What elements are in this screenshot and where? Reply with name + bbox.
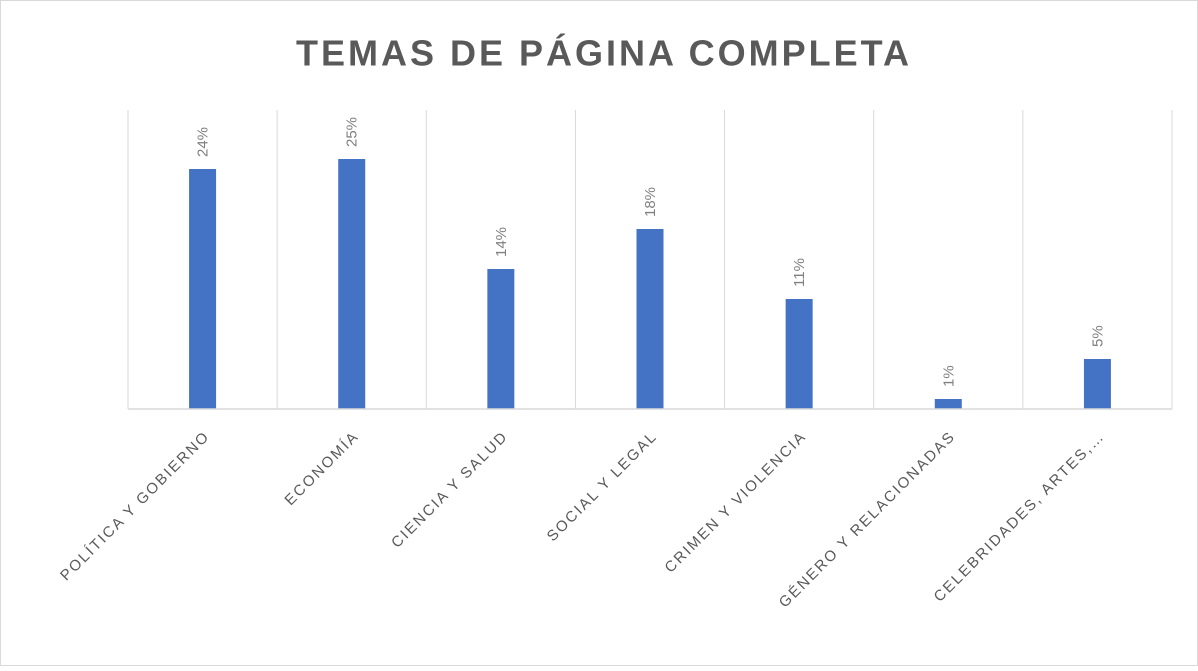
bar <box>338 159 366 409</box>
data-label: 25% <box>344 117 361 147</box>
bar <box>636 229 664 409</box>
data-label: 1% <box>940 365 957 387</box>
data-label: 24% <box>195 127 212 157</box>
bar <box>189 169 217 409</box>
data-label: 11% <box>791 258 808 287</box>
bar <box>1083 359 1111 409</box>
data-label: 5% <box>1089 325 1106 347</box>
bar <box>934 399 962 409</box>
bar <box>487 269 515 409</box>
data-label: 14% <box>493 227 510 257</box>
data-label: 18% <box>642 187 659 217</box>
bar <box>785 299 813 409</box>
chart-title: TEMAS DE PÁGINA COMPLETA <box>296 33 912 74</box>
